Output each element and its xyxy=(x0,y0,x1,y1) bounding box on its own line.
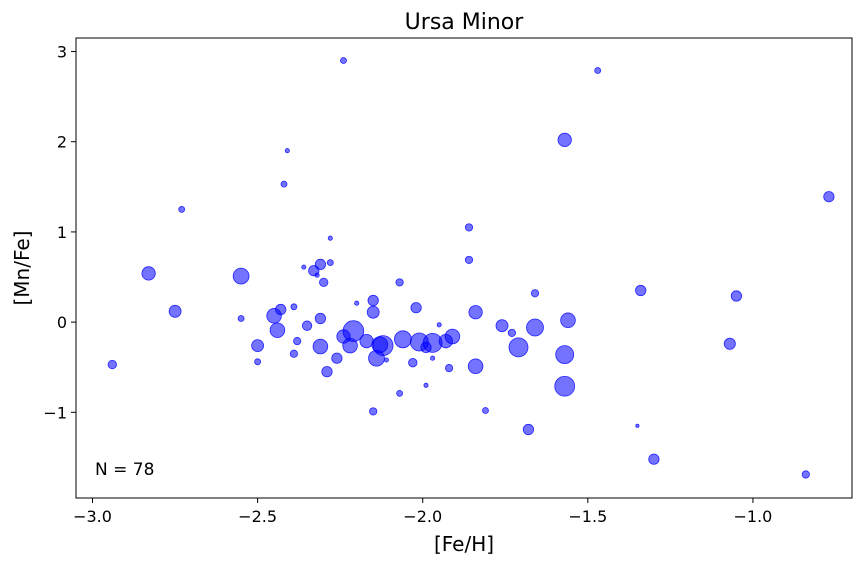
data-point-64 xyxy=(526,318,544,337)
x-axis-label: [Fe/H] xyxy=(434,532,494,556)
y-axis-label: [Mn/Fe] xyxy=(10,231,34,306)
data-point-17 xyxy=(301,320,313,331)
data-point-76 xyxy=(801,470,810,479)
data-point-35 xyxy=(366,305,380,319)
chart-title: Ursa Minor xyxy=(405,10,525,35)
data-point-45 xyxy=(410,302,422,314)
data-points xyxy=(107,57,835,479)
data-point-25 xyxy=(327,235,333,241)
data-point-36 xyxy=(369,407,378,416)
data-point-5 xyxy=(237,315,245,322)
y-axis-ticks: −1 0 1 2 3 xyxy=(43,43,76,422)
data-point-32 xyxy=(354,300,360,306)
data-point-40 xyxy=(383,357,389,363)
y-tick-label: 2 xyxy=(57,133,67,152)
x-tick-label: −1.5 xyxy=(568,507,607,526)
data-point-77 xyxy=(823,191,835,203)
data-point-54 xyxy=(444,328,461,345)
data-point-65 xyxy=(530,289,540,298)
data-point-60 xyxy=(495,319,509,333)
data-point-68 xyxy=(554,375,576,397)
data-point-26 xyxy=(326,259,334,267)
data-point-31 xyxy=(342,320,365,342)
data-point-69 xyxy=(560,312,576,329)
data-point-24 xyxy=(321,366,333,378)
data-point-53 xyxy=(445,364,454,373)
data-point-48 xyxy=(423,382,429,388)
data-point-58 xyxy=(467,358,484,375)
y-tick-label: 0 xyxy=(57,313,67,332)
data-point-56 xyxy=(464,255,474,264)
data-point-9 xyxy=(269,322,286,338)
data-point-20 xyxy=(314,258,326,270)
data-point-34 xyxy=(367,294,379,307)
data-point-23 xyxy=(319,277,329,288)
data-point-57 xyxy=(468,305,483,320)
plot-frame xyxy=(75,37,853,499)
data-point-1 xyxy=(141,266,156,281)
data-point-71 xyxy=(635,423,640,428)
data-point-51 xyxy=(436,322,442,328)
data-point-72 xyxy=(635,284,647,297)
x-tick-label: −1.0 xyxy=(734,507,773,526)
x-tick-label: −2.0 xyxy=(403,507,442,526)
data-point-70 xyxy=(594,67,602,74)
data-point-59 xyxy=(482,407,489,414)
x-axis-ticks: −3.0 −2.5 −2.0 −1.5 −1.0 xyxy=(73,498,772,526)
data-point-67 xyxy=(555,345,575,365)
data-point-33 xyxy=(359,333,374,349)
data-point-44 xyxy=(408,358,418,368)
data-point-12 xyxy=(284,148,290,154)
data-point-6 xyxy=(251,339,265,353)
data-point-13 xyxy=(290,303,298,311)
data-point-66 xyxy=(557,132,572,148)
data-point-73 xyxy=(648,453,660,465)
data-point-7 xyxy=(254,358,262,366)
y-tick-label: 3 xyxy=(57,43,67,62)
data-point-14 xyxy=(289,349,298,358)
data-point-74 xyxy=(723,337,736,350)
data-point-19 xyxy=(314,272,320,278)
data-point-0 xyxy=(107,359,117,370)
data-point-43 xyxy=(394,330,412,349)
data-point-75 xyxy=(730,290,743,302)
data-point-27 xyxy=(331,352,343,364)
sample-count-annotation: N = 78 xyxy=(95,460,154,480)
x-tick-label: −2.5 xyxy=(238,507,277,526)
data-point-63 xyxy=(522,423,535,436)
data-point-10 xyxy=(275,303,287,316)
data-point-61 xyxy=(507,328,516,337)
y-tick-label: −1 xyxy=(43,403,67,422)
data-point-3 xyxy=(178,205,186,213)
data-point-11 xyxy=(280,180,288,188)
data-point-55 xyxy=(464,223,474,232)
data-point-4 xyxy=(232,267,250,285)
data-point-29 xyxy=(340,57,347,64)
data-point-50 xyxy=(430,355,436,361)
data-point-16 xyxy=(301,264,307,270)
data-point-21 xyxy=(314,312,326,325)
x-tick-label: −3.0 xyxy=(73,507,112,526)
data-point-62 xyxy=(508,337,529,358)
data-point-22 xyxy=(312,338,329,355)
y-tick-label: 1 xyxy=(57,223,67,242)
data-point-39 xyxy=(372,335,394,356)
data-point-42 xyxy=(396,389,404,397)
data-point-15 xyxy=(293,337,302,346)
data-point-2 xyxy=(168,304,182,318)
data-point-41 xyxy=(395,278,404,287)
